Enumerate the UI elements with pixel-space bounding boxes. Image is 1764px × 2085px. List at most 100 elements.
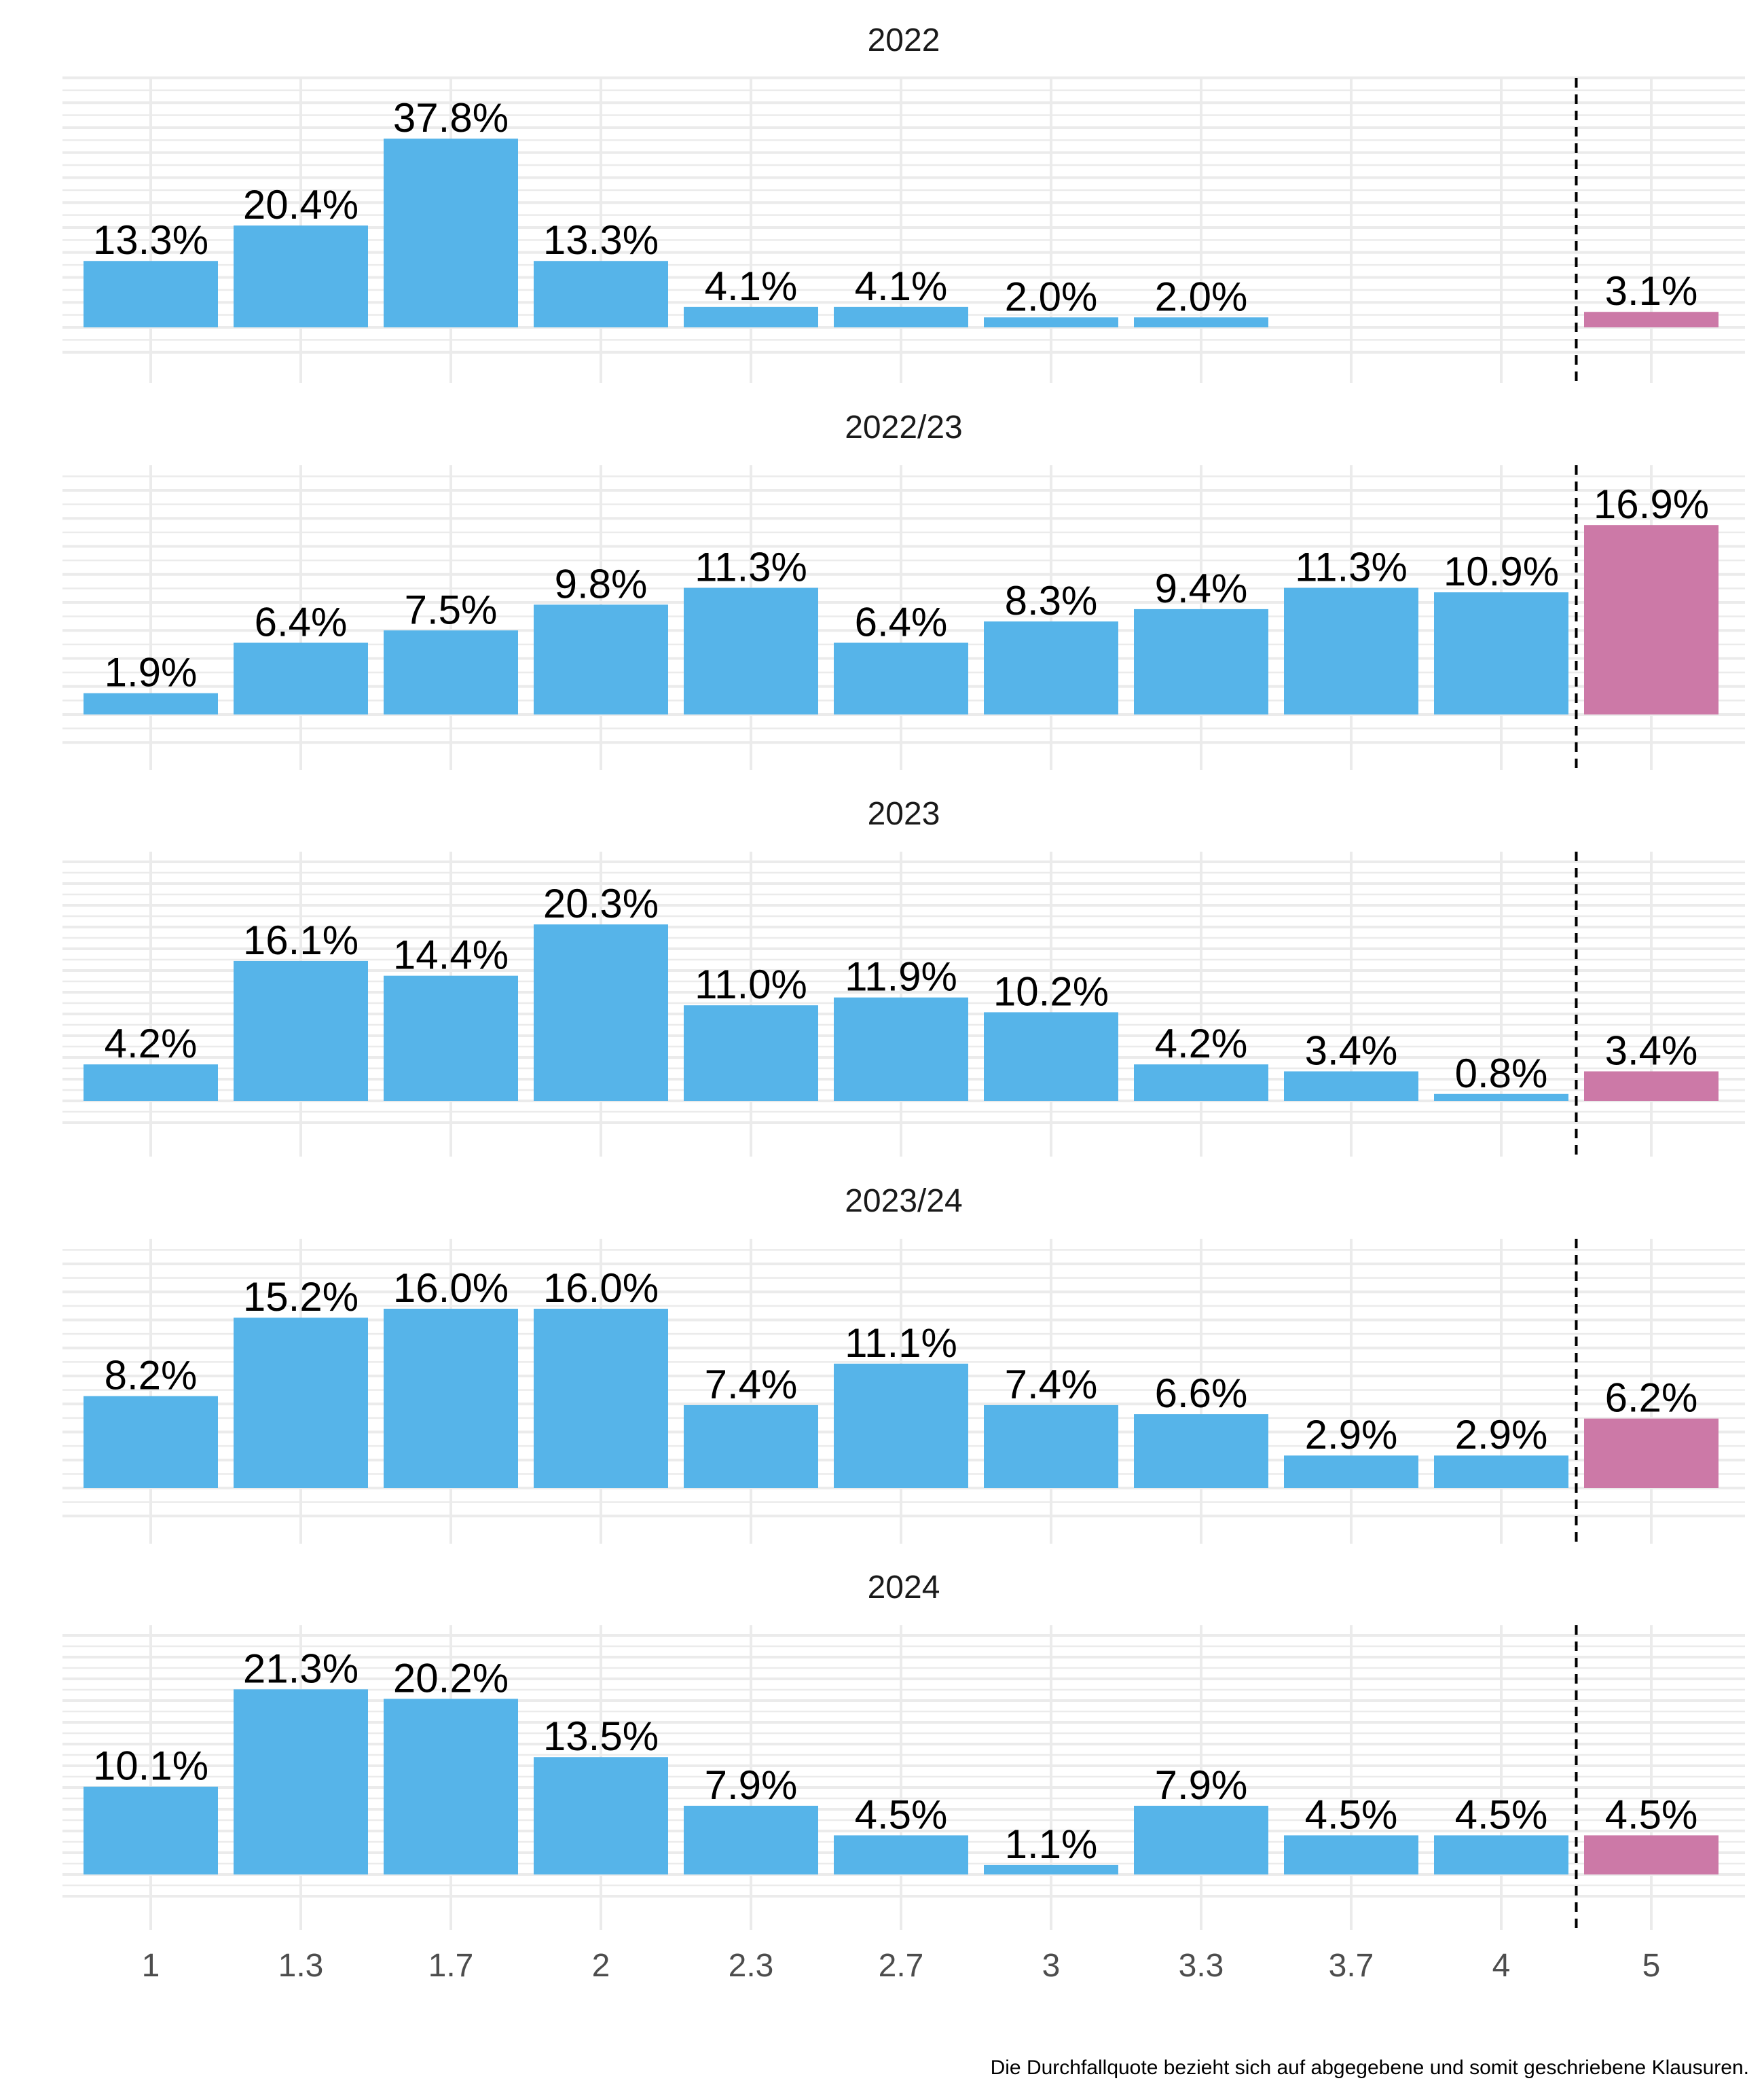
- data-label-3.7: 11.3%: [1295, 545, 1408, 590]
- data-label-1.3: 20.4%: [243, 182, 359, 228]
- x-tick-label-4: 4: [1492, 1948, 1511, 1984]
- x-tick-label-1: 1: [142, 1948, 160, 1984]
- data-label-2: 16.0%: [543, 1265, 659, 1311]
- bar-2.7: [834, 306, 968, 327]
- bar-2.3: [684, 587, 818, 714]
- data-label-2.7: 6.4%: [855, 599, 948, 645]
- panel-2022-23: 2022/23 1.9% 6.4% 7.5% 9.8% 11.3% 6.4% 8.3% 9.4%…: [62, 410, 1745, 773]
- data-label-3.7: 3.4%: [1305, 1028, 1398, 1073]
- bar-1: [84, 693, 218, 714]
- data-label-5: 3.4%: [1605, 1028, 1698, 1073]
- data-label-2.3: 7.9%: [705, 1762, 798, 1808]
- data-label-1.3: 6.4%: [255, 599, 348, 645]
- bar-1: [84, 1786, 218, 1874]
- bar-4: [1434, 1093, 1568, 1101]
- panel-title: 2023: [868, 796, 940, 832]
- bar-3.3: [1134, 1805, 1268, 1874]
- data-label-3.7: 4.5%: [1305, 1792, 1398, 1837]
- x-tick-label-1.7: 1.7: [428, 1948, 474, 1984]
- bar-5: [1584, 312, 1719, 327]
- data-label-3: 10.2%: [993, 968, 1109, 1014]
- bar-3: [984, 1012, 1118, 1101]
- bar-4: [1434, 1835, 1568, 1874]
- data-label-1: 13.3%: [93, 217, 208, 263]
- data-label-3.3: 6.6%: [1155, 1371, 1248, 1416]
- data-label-2.3: 4.1%: [705, 264, 798, 309]
- bar-1.7: [384, 139, 518, 328]
- bar-3: [984, 621, 1118, 714]
- panel-2024: 2024 10.1% 21.3% 20.2% 13.5% 7.9% 4.5% 1.1% 7.9%…: [62, 1570, 1745, 1933]
- x-tick-label-3: 3: [1042, 1948, 1061, 1984]
- bar-2: [534, 1309, 668, 1488]
- chart-caption: Die Durchfallquote bezieht sich auf abge…: [990, 2056, 1749, 2079]
- data-label-1.7: 37.8%: [393, 95, 509, 141]
- data-label-2.3: 11.3%: [695, 545, 807, 590]
- data-label-3: 8.3%: [1005, 578, 1098, 623]
- bar-3: [984, 1404, 1118, 1488]
- bar-2.7: [834, 997, 968, 1101]
- data-label-2: 20.3%: [543, 881, 659, 926]
- bar-3.3: [1134, 1064, 1268, 1101]
- data-label-5: 16.9%: [1594, 482, 1709, 527]
- bar-5: [1584, 525, 1719, 714]
- x-tick-label-2.3: 2.3: [729, 1948, 774, 1984]
- bar-2.3: [684, 1404, 818, 1488]
- x-tick-label-2: 2: [592, 1948, 610, 1984]
- bar-2.3: [684, 1805, 818, 1874]
- panel-title: 2024: [868, 1570, 940, 1606]
- data-label-3: 7.4%: [1005, 1362, 1098, 1407]
- bar-2: [534, 261, 668, 327]
- bar-1.7: [384, 630, 518, 714]
- data-label-3: 1.1%: [1005, 1821, 1098, 1867]
- data-label-1.7: 14.4%: [393, 932, 509, 978]
- bar-1.3: [234, 960, 368, 1101]
- panel-title: 2022: [868, 22, 940, 58]
- panel-2023: 2023 4.2% 16.1% 14.4% 20.3% 11.0% 11.9% 10.2% 4.…: [62, 796, 1745, 1159]
- bar-5: [1584, 1418, 1719, 1488]
- data-label-4: 10.9%: [1444, 549, 1559, 594]
- data-label-2: 13.5%: [543, 1714, 659, 1759]
- bar-2: [534, 1757, 668, 1874]
- bar-3.7: [1284, 1455, 1418, 1488]
- data-label-5: 3.1%: [1605, 268, 1698, 314]
- x-tick-label-1.3: 1.3: [278, 1948, 324, 1984]
- data-label-3.7: 2.9%: [1305, 1412, 1398, 1457]
- x-tick-label-5: 5: [1642, 1948, 1661, 1984]
- data-label-2.7: 4.5%: [855, 1792, 948, 1837]
- bar-3.3: [1134, 317, 1268, 327]
- data-label-1.7: 20.2%: [393, 1655, 509, 1701]
- bar-5: [1584, 1071, 1719, 1101]
- data-label-2.7: 11.1%: [845, 1320, 957, 1366]
- bar-4: [1434, 1455, 1568, 1488]
- data-label-3: 2.0%: [1005, 274, 1098, 319]
- panel-2022: 2022 13.3% 20.4% 37.8% 13.3% 4.1% 4.1% 2.0% 2.0%…: [62, 22, 1745, 386]
- data-label-4: 0.8%: [1455, 1051, 1548, 1096]
- data-label-3.3: 9.4%: [1155, 566, 1248, 611]
- bar-3.3: [1134, 609, 1268, 714]
- bar-1.3: [234, 1318, 368, 1488]
- bar-1.3: [234, 642, 368, 714]
- data-label-4: 2.9%: [1455, 1412, 1548, 1457]
- data-label-1: 8.2%: [105, 1353, 198, 1398]
- bar-1.7: [384, 1309, 518, 1488]
- bar-2: [534, 604, 668, 714]
- data-label-1.7: 16.0%: [393, 1265, 509, 1311]
- bar-5: [1584, 1835, 1719, 1874]
- bar-2: [534, 924, 668, 1101]
- bar-1.7: [384, 975, 518, 1101]
- data-label-3.3: 4.2%: [1155, 1021, 1248, 1066]
- bar-1: [84, 1396, 218, 1488]
- x-tick-label-3.3: 3.3: [1179, 1948, 1224, 1984]
- bar-3: [984, 1864, 1118, 1874]
- x-tick-label-3.7: 3.7: [1329, 1948, 1374, 1984]
- bar-3.7: [1284, 587, 1418, 714]
- bar-4: [1434, 592, 1568, 714]
- bar-2.3: [684, 306, 818, 327]
- data-label-2.3: 7.4%: [705, 1362, 798, 1407]
- data-label-2.7: 4.1%: [855, 264, 948, 309]
- bar-1: [84, 1064, 218, 1101]
- data-label-2.3: 11.0%: [695, 962, 807, 1007]
- bar-3: [984, 317, 1118, 327]
- bar-3.3: [1134, 1414, 1268, 1488]
